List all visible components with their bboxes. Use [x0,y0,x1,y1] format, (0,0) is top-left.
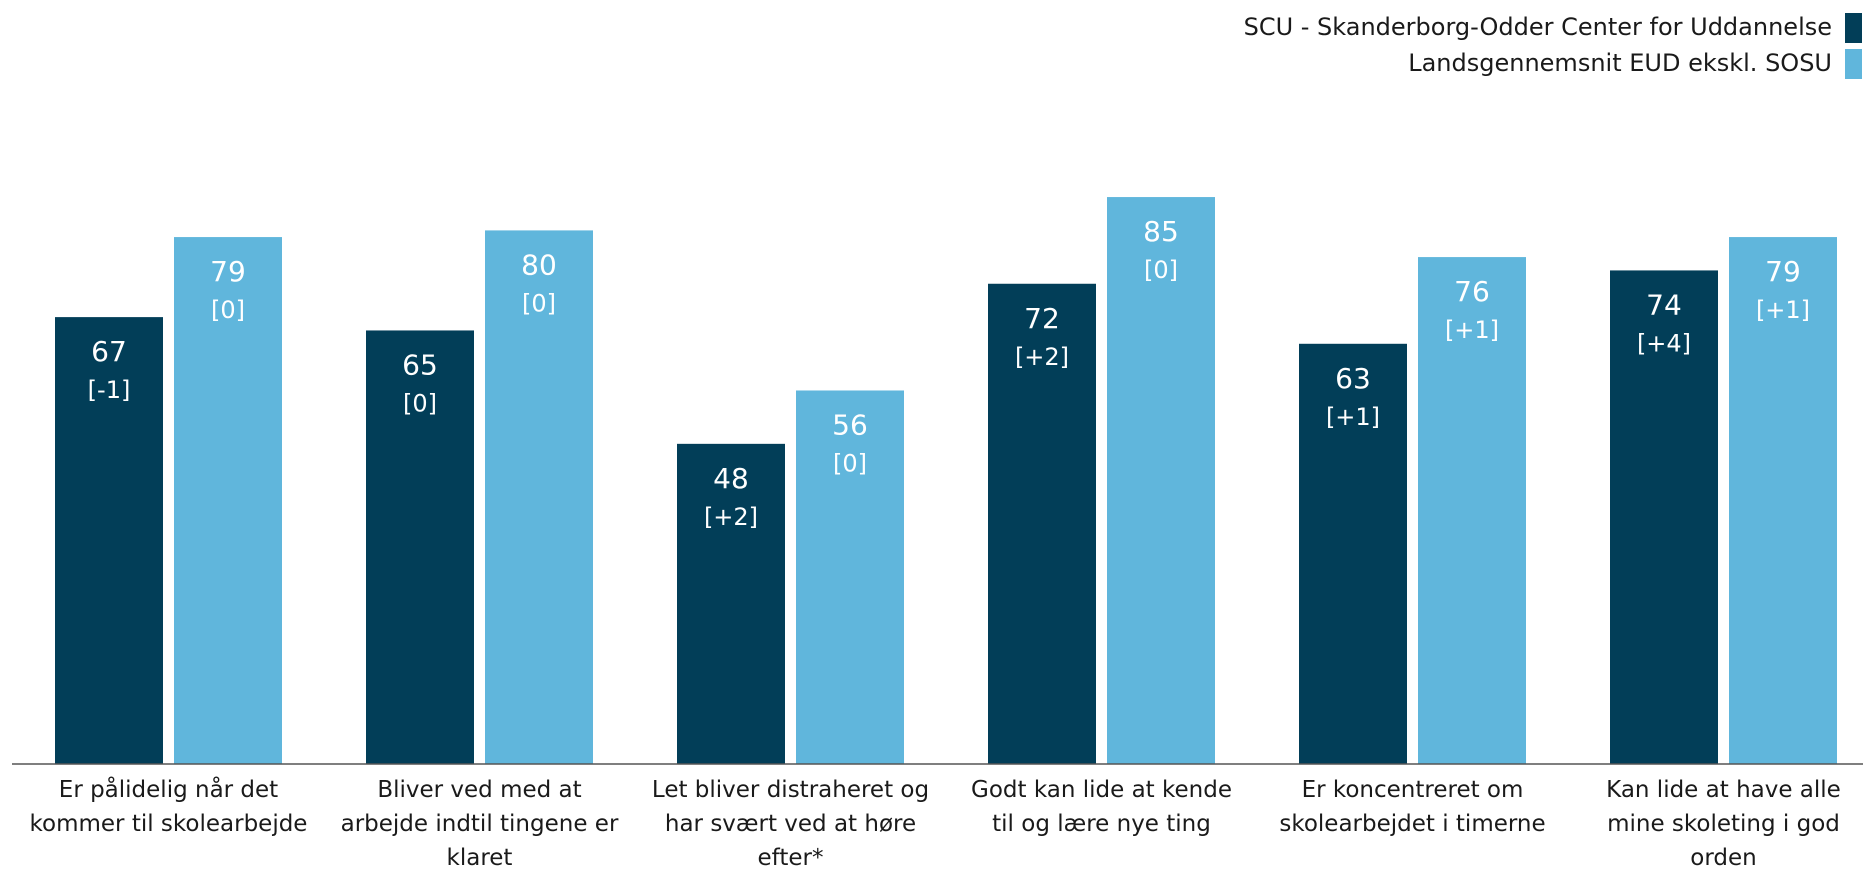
x-tick-label: Godt kan lide at kende til og lære nye ti… [971,777,1232,837]
x-tick-line: klaret [447,845,513,869]
legend-swatch [1845,13,1862,43]
x-tick-line: Bliver ved med at [377,777,581,803]
change-label: [0] [1144,256,1178,284]
change-label: [+1] [1445,316,1499,344]
value-label: 67 [91,335,127,368]
value-label: 72 [1024,302,1060,335]
x-tick-label: Bliver ved med at arbejde indtil tingene … [341,777,619,869]
x-tick-line: arbejde indtil tingene er [341,811,619,837]
bar [988,283,1096,764]
bar [485,230,593,764]
change-label: [+2] [1015,343,1069,371]
legend-label: Landsgennemsnit EUD ekskl. SOSU [1408,49,1832,77]
bar [677,443,785,764]
change-label: [0] [403,389,437,417]
x-tick-line: til og lære nye ting [992,811,1211,837]
x-tick-line: skolearbejdet i timerne [1279,811,1545,837]
value-label: 85 [1143,215,1179,248]
value-label: 79 [210,255,246,288]
change-label: [0] [833,449,867,477]
x-tick-line: Er koncentreret om [1302,777,1524,803]
legend-swatch [1845,49,1862,79]
change-label: [+4] [1637,329,1691,357]
x-tick-label: Let bliver distraheret og har svært ved a… [652,777,929,869]
bar [55,317,163,764]
x-tick-label: Er koncentreret om skolearbejdet i timern… [1279,777,1545,837]
bar [1107,197,1215,765]
change-label: [-1] [88,376,131,404]
x-tick-line: Kan lide at have alle [1606,777,1841,803]
x-tick-line: orden [1690,845,1756,869]
x-tick-line: mine skoleting i god [1607,811,1840,837]
legend-label: SCU - Skanderborg-Odder Center for Uddan… [1244,13,1832,41]
value-label: 80 [521,248,557,281]
x-tick-line: Godt kan lide at kende [971,777,1232,803]
x-tick-label: Er pålidelig når det kommer til skolearbe… [30,775,308,837]
change-label: [+1] [1756,296,1810,324]
value-label: 76 [1454,275,1490,308]
value-label: 48 [713,462,749,495]
change-label: [+1] [1326,403,1380,431]
bar [174,237,282,764]
change-label: [0] [522,289,556,317]
bar [1418,257,1526,764]
change-label: [+2] [704,503,758,531]
x-tick-line: Er pålidelig når det [59,775,278,803]
x-tick-line: Let bliver distraheret og [652,777,929,803]
bar [796,390,904,764]
value-label: 65 [402,348,438,381]
x-tick-line: har svært ved at høre [665,811,916,837]
x-tick-line: efter* [758,845,824,869]
bar [1299,343,1407,764]
bar [1729,237,1837,764]
change-label: [0] [211,296,245,324]
bar [1610,270,1718,764]
value-label: 74 [1646,288,1682,321]
x-tick-line: kommer til skolearbejde [30,811,308,837]
value-label: 79 [1765,255,1801,288]
x-tick-label: Kan lide at have alle mine skoleting i go… [1606,777,1841,869]
bar [366,330,474,764]
value-label: 63 [1335,362,1371,395]
value-label: 56 [832,408,868,441]
